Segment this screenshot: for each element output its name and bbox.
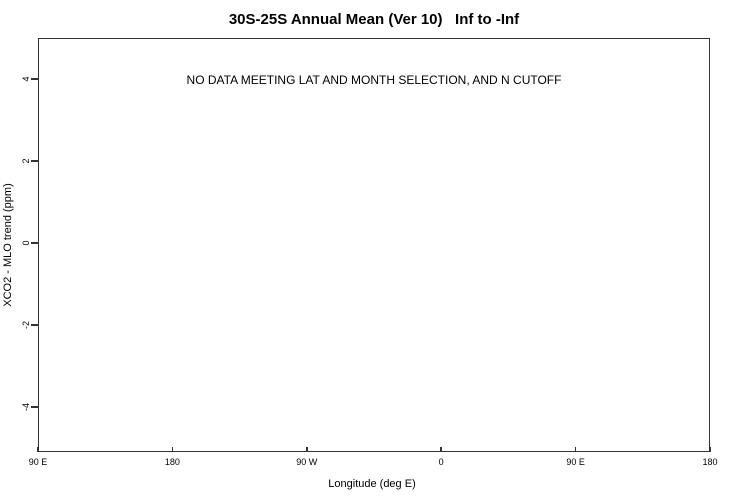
x-tick-label: 0 bbox=[438, 457, 444, 467]
no-data-message: NO DATA MEETING LAT AND MONTH SELECTION,… bbox=[186, 73, 562, 87]
y-tick-label: -2 bbox=[21, 320, 31, 330]
x-tick-label: 90 W bbox=[296, 457, 318, 467]
plot-area bbox=[38, 38, 710, 452]
y-tick-label: 4 bbox=[21, 76, 31, 82]
chart-title: 30S-25S Annual Mean (Ver 10) Inf to -Inf bbox=[228, 11, 520, 28]
x-tick-mark bbox=[709, 447, 711, 452]
y-tick-mark bbox=[31, 242, 38, 244]
x-tick-mark bbox=[440, 447, 442, 452]
x-tick-mark bbox=[171, 447, 174, 452]
y-axis-label: XCO2 - MLO trend (ppm) bbox=[2, 183, 14, 307]
x-tick-label: 90 E bbox=[566, 457, 585, 467]
y-tick-label: 2 bbox=[21, 158, 31, 164]
x-axis-label: Longitude (deg E) bbox=[328, 478, 416, 490]
x-tick-mark bbox=[37, 447, 39, 452]
y-tick-label: 0 bbox=[21, 240, 31, 246]
x-tick-label: 180 bbox=[702, 457, 718, 467]
x-tick-label: 180 bbox=[164, 457, 180, 467]
y-tick-label: -4 bbox=[21, 402, 31, 412]
y-tick-mark bbox=[31, 78, 38, 80]
x-tick-mark bbox=[306, 447, 308, 452]
y-tick-mark bbox=[31, 324, 38, 326]
x-tick-label: 90 E bbox=[28, 457, 48, 467]
x-tick-mark bbox=[574, 447, 577, 452]
y-tick-mark bbox=[31, 406, 38, 408]
y-tick-mark bbox=[31, 160, 38, 162]
